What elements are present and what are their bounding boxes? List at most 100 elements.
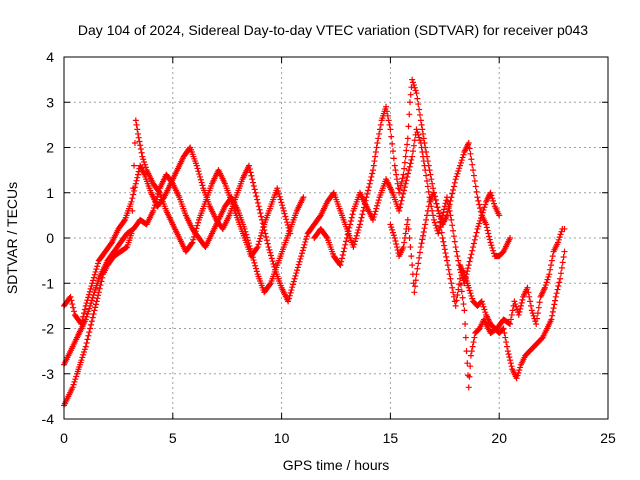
data-point-marker [151, 205, 158, 212]
data-point-marker [406, 99, 413, 106]
data-point-marker [341, 245, 348, 252]
data-point-marker [92, 268, 99, 275]
data-point-marker [396, 189, 403, 196]
data-point-marker [456, 165, 463, 172]
data-point-marker [89, 294, 96, 301]
data-point-marker [455, 286, 462, 293]
data-point-marker [70, 304, 77, 311]
y-tick-label: 0 [46, 230, 54, 246]
data-point-marker [67, 293, 74, 300]
data-point-marker [132, 180, 139, 187]
data-point-marker [356, 221, 363, 228]
data-point-marker [489, 244, 496, 251]
data-point-marker [466, 258, 473, 265]
data-point-marker [286, 292, 293, 299]
data-point-marker [257, 235, 264, 242]
y-tick-labels: -4 -3 -2 -1 0 1 2 3 4 [42, 49, 55, 427]
data-point-marker [393, 171, 400, 178]
data-point-marker [418, 240, 425, 247]
data-point-marker [452, 302, 459, 309]
data-point-marker [130, 191, 137, 198]
data-point-marker [365, 187, 372, 194]
data-point-marker [356, 224, 363, 231]
data-point-marker [403, 147, 410, 154]
data-point-marker [460, 301, 467, 308]
data-point-marker [460, 151, 467, 158]
data-point-marker [391, 235, 398, 241]
data-point-marker [405, 167, 412, 174]
data-point-marker [299, 247, 306, 254]
data-point-marker [137, 142, 144, 149]
x-tick-labels: 0 5 10 15 20 25 [60, 430, 616, 446]
data-point-marker [441, 246, 448, 253]
data-point-marker [407, 91, 414, 98]
data-point-marker [279, 205, 286, 212]
data-point-marker [420, 232, 427, 239]
data-point-marker [504, 343, 511, 350]
data-point-marker [245, 162, 252, 169]
data-point-marker [477, 205, 484, 212]
data-point-marker [409, 262, 416, 269]
data-point-marker [323, 233, 330, 240]
data-point-marker [430, 189, 437, 196]
data-point-marker [463, 348, 470, 355]
data-point-marker [500, 325, 507, 332]
data-point-marker [533, 320, 540, 327]
data-point-marker [289, 284, 296, 291]
data-point-marker [517, 302, 524, 309]
data-point-marker [152, 199, 159, 206]
data-point-marker [377, 121, 384, 128]
data-point-marker [455, 257, 462, 264]
data-point-marker [453, 173, 460, 180]
data-point-marker [248, 172, 255, 179]
data-point-marker [385, 117, 392, 124]
data-point-marker [357, 218, 364, 225]
data-point-marker [462, 334, 469, 341]
data-point-marker [396, 204, 403, 211]
data-point-marker [343, 235, 350, 241]
data-point-marker [246, 165, 253, 172]
data-point-marker [404, 141, 411, 148]
data-point-marker [372, 153, 379, 160]
data-point-marker [250, 257, 257, 264]
data-point-marker [399, 194, 406, 201]
data-point-marker [343, 238, 350, 245]
data-point-marker [85, 332, 92, 339]
data-point-marker [253, 193, 260, 200]
data-point-marker [469, 161, 476, 168]
data-point-marker [427, 171, 434, 178]
data-point-marker [444, 262, 451, 269]
data-point-marker [368, 173, 375, 180]
data-point-marker [297, 255, 304, 262]
data-point-marker [141, 158, 148, 165]
data-point-marker [506, 354, 513, 361]
data-point-marker [372, 149, 379, 156]
data-point-marker [294, 264, 301, 271]
data-point-marker [422, 221, 429, 228]
data-point-marker [490, 200, 497, 207]
data-point-marker [481, 306, 488, 313]
data-point-marker [465, 284, 472, 291]
data-point-marker [449, 284, 456, 291]
data-point-marker [466, 373, 473, 380]
data-point-marker [406, 111, 413, 118]
data-point-marker [275, 190, 282, 197]
axis-ticks [63, 56, 609, 420]
data-point-marker [464, 268, 471, 275]
data-point-marker [82, 343, 89, 350]
data-point-marker [405, 170, 412, 177]
data-point-marker [508, 363, 515, 370]
data-point-marker [400, 190, 407, 197]
data-point-marker [470, 172, 477, 179]
data-point-marker [408, 253, 415, 260]
data-point-marker [88, 297, 95, 304]
data-point-marker [263, 237, 270, 244]
data-point-marker [288, 287, 295, 294]
data-point-marker [81, 346, 88, 353]
data-point-marker [488, 192, 495, 199]
data-point-marker [519, 296, 526, 303]
data-point-marker [525, 289, 532, 296]
data-point-marker [402, 180, 409, 187]
data-point-marker [397, 182, 404, 189]
data-point-marker [198, 179, 205, 186]
